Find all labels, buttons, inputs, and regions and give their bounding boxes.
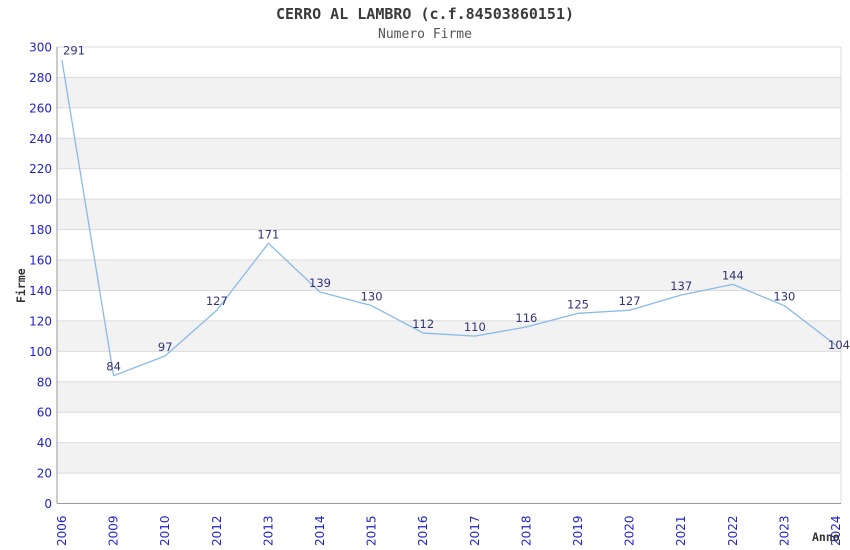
grid-band <box>57 381 841 413</box>
x-tick-label: 2023 <box>777 515 791 546</box>
x-tick-label: 2022 <box>726 515 740 546</box>
x-tick-label: 2006 <box>55 515 69 546</box>
x-tick-label: 2020 <box>623 515 637 546</box>
y-tick-label: 40 <box>37 436 52 450</box>
y-tick-label: 0 <box>44 497 52 511</box>
x-tick-label: 2015 <box>365 515 379 546</box>
y-tick-label: 20 <box>37 467 52 481</box>
data-point-label: 144 <box>722 268 744 282</box>
y-tick-label: 220 <box>29 162 52 176</box>
data-point-label: 112 <box>412 317 434 331</box>
y-tick-label: 200 <box>29 193 52 207</box>
x-tick-label: 2017 <box>468 515 482 546</box>
data-point-label: 127 <box>619 294 641 308</box>
data-point-label: 116 <box>515 311 537 325</box>
plot-area: 0 20 40 60 80 100 120 140 160 180 200 220 240 260 280 3… <box>29 41 850 547</box>
y-tick-label: 180 <box>29 223 52 237</box>
x-tick-label: 2016 <box>416 515 430 546</box>
y-tick-label: 300 <box>29 41 52 55</box>
grid-band <box>57 442 841 474</box>
data-point-label: 125 <box>567 297 589 311</box>
data-point-label: 137 <box>670 279 692 293</box>
y-axis-title: Firme <box>14 268 28 303</box>
y-tick-label: 80 <box>37 375 52 389</box>
data-point-label: 291 <box>63 44 85 58</box>
chart-title: CERRO AL LAMBRO (c.f.84503860151) <box>275 5 574 23</box>
data-point-label: 104 <box>828 338 850 352</box>
x-axis-title: Anno <box>812 530 840 544</box>
y-tick-label: 60 <box>37 406 52 420</box>
y-tick-label: 120 <box>29 314 52 328</box>
y-tick-label: 140 <box>29 284 52 298</box>
data-point-label: 84 <box>106 360 121 374</box>
grid-band <box>57 199 841 230</box>
data-line <box>61 60 837 377</box>
y-tick-label: 280 <box>29 71 52 85</box>
x-tick-label: 2009 <box>107 515 121 546</box>
data-point-label: 130 <box>773 290 795 304</box>
x-tick-label: 2018 <box>519 515 533 546</box>
grid-band <box>57 77 841 108</box>
data-point-label: 127 <box>206 294 228 308</box>
x-tick-label: 2021 <box>674 515 688 546</box>
data-point-label: 110 <box>464 320 486 334</box>
x-tick-label: 2014 <box>313 515 327 546</box>
y-tick-label: 240 <box>29 132 52 146</box>
data-point-label: 171 <box>257 227 279 241</box>
y-tick-label: 160 <box>29 254 52 268</box>
grid-band <box>57 260 841 291</box>
data-point-label: 130 <box>361 290 383 304</box>
data-point-label: 97 <box>158 340 173 354</box>
x-tick-label: 2013 <box>261 515 275 546</box>
x-tick-label: 2019 <box>571 515 585 546</box>
x-tick-label: 2010 <box>158 515 172 546</box>
data-point-label: 139 <box>309 276 331 290</box>
chart-subtitle: Numero Firme <box>378 27 472 42</box>
grid-band <box>57 138 841 169</box>
y-tick-label: 260 <box>29 101 52 115</box>
x-tick-label: 2024 <box>829 515 843 546</box>
y-tick-label: 100 <box>29 345 52 359</box>
x-tick-label: 2012 <box>210 515 224 546</box>
